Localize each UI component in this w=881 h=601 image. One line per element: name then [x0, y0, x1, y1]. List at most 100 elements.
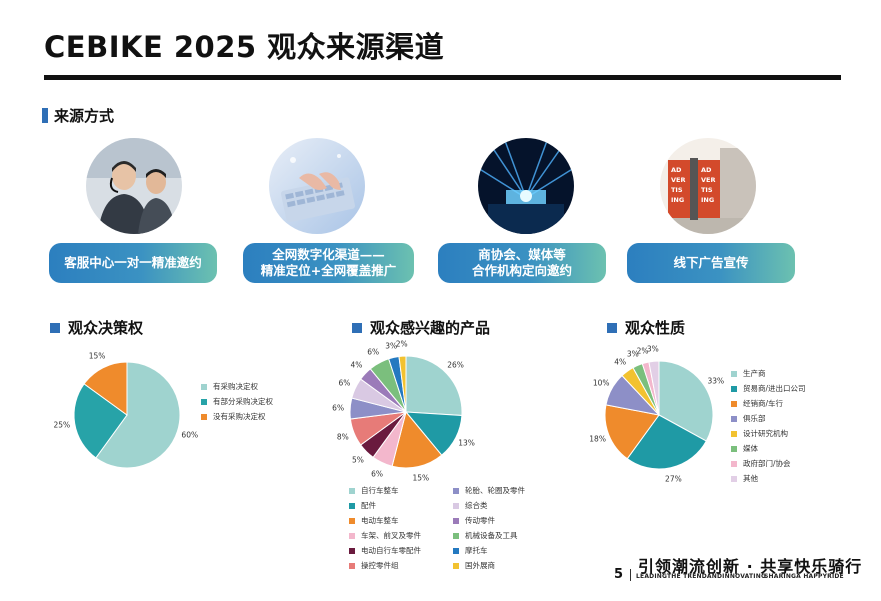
legend-swatch	[731, 460, 737, 467]
heading-marker	[352, 322, 362, 333]
legend-swatch	[453, 487, 459, 494]
legend-item: 传动零件	[453, 513, 549, 528]
legend-item: 轮胎、轮圈及零件	[453, 483, 549, 498]
outdoor-billboard-photo: AD VER TIS ING AD VER TIS ING	[660, 138, 756, 234]
chart-title: 观众感兴趣的产品	[370, 319, 491, 337]
legend-label: 媒体	[743, 444, 758, 453]
pie-slice-label: 27%	[665, 474, 682, 484]
legend-swatch	[731, 370, 737, 377]
chart-title: 观众性质	[625, 319, 686, 337]
legend-item: 操控零件组	[349, 558, 445, 573]
legend-label: 配件	[361, 501, 376, 510]
legend-item: 电动车整车	[349, 513, 445, 528]
footer-sub-left: LEADINGTHE TRENDANDINNOVATING	[636, 573, 767, 580]
pie-slice	[391, 410, 443, 469]
pie-slice	[73, 383, 128, 459]
legend-item: 媒体	[731, 441, 806, 456]
pie-slice-label: 6%	[338, 378, 351, 388]
legend-swatch	[201, 413, 207, 420]
channel-pill-digital: 全网数字化渠道—— 精准定位+全网覆盖推广	[243, 243, 414, 283]
legend-label: 电动自行车零配件	[361, 546, 421, 555]
legend-label: 操控零件组	[361, 561, 399, 570]
legend-label: 设计研究机构	[743, 429, 788, 438]
footer-divider	[630, 569, 631, 581]
legend-swatch	[349, 517, 355, 524]
legend-label: 其他	[743, 474, 758, 483]
legend-label: 生产商	[743, 369, 766, 378]
legend-label: 有部分采购决定权	[213, 397, 273, 406]
pie-slice	[641, 361, 660, 416]
pie-slice	[626, 414, 708, 470]
legend-swatch	[201, 398, 207, 405]
legend-item: 其他	[731, 471, 806, 486]
legend-swatch	[349, 547, 355, 554]
legend-label: 电动车整车	[361, 516, 399, 525]
footer-sub-right: SHARINGA HAPPYRIDE	[764, 573, 844, 580]
legend-label: 贸易商/进出口公司	[743, 384, 806, 393]
pie-slice-label: 2%	[395, 339, 408, 349]
legend-swatch	[453, 562, 459, 569]
pie-slice	[359, 411, 407, 459]
svg-text:AD: AD	[701, 166, 712, 174]
legend-item: 电动自行车零配件	[349, 543, 445, 558]
legend-swatch	[349, 487, 355, 494]
pie-slice-label: 5%	[351, 455, 364, 465]
legend-item: 摩托车	[453, 543, 549, 558]
legend-swatch	[453, 517, 459, 524]
channel-label-line1: 商协会、媒体等	[478, 247, 566, 262]
pie-slice	[83, 361, 128, 416]
pie-slice-label: 26%	[447, 360, 464, 370]
pie-slice-label: 3%	[626, 349, 639, 359]
pie-slice-label: 2%	[636, 346, 649, 356]
legend-item: 没有采购决定权	[201, 409, 273, 424]
customer-service-photo	[86, 138, 182, 234]
legend-label: 自行车整车	[361, 486, 399, 495]
channel-label: 客服中心一对一精准邀约	[64, 255, 202, 270]
legend-label: 车架、前叉及零件	[361, 531, 421, 540]
legend-swatch	[453, 502, 459, 509]
chart-heading-decision: 观众决策权	[50, 317, 143, 338]
pie-slice-label: 25%	[53, 420, 71, 430]
legend-label: 综合类	[465, 501, 488, 510]
legend-item: 自行车整车	[349, 483, 445, 498]
pie-slice	[405, 355, 463, 417]
legend-swatch	[453, 532, 459, 539]
svg-text:AD: AD	[671, 166, 682, 174]
channel-label: 线下广告宣传	[673, 255, 749, 270]
source-section-title: 来源方式	[54, 107, 115, 125]
legend-label: 机械设备及工具	[465, 531, 518, 540]
channel-pill-customer-service: 客服中心一对一精准邀约	[49, 243, 217, 283]
section-marker	[42, 108, 48, 123]
pie-slice-label: 6%	[367, 347, 380, 357]
legend-item: 有采购决定权	[201, 379, 273, 394]
pie-slice	[369, 358, 407, 413]
pie-slice-label: 18%	[589, 434, 606, 444]
legend-label: 俱乐部	[743, 414, 766, 423]
pie-slice	[359, 368, 407, 413]
legend-swatch	[731, 430, 737, 437]
legend-swatch	[453, 547, 459, 554]
legend-swatch	[731, 385, 737, 392]
legend-swatch	[349, 502, 355, 509]
pie-slice-label: 60%	[181, 430, 199, 440]
pie-slice-label: 4%	[614, 357, 627, 367]
pie-slice-label: 15%	[88, 351, 106, 361]
legend-swatch	[731, 415, 737, 422]
pie-slice	[388, 355, 407, 413]
svg-text:ING: ING	[671, 196, 684, 204]
visitor-type-legend: 生产商贸易商/进出口公司 经销商/车行 俱乐部设计研究机构 媒体政府部门/协会 其他	[731, 366, 806, 486]
svg-text:VER: VER	[701, 176, 715, 184]
legend-label: 没有采购决定权	[213, 412, 266, 421]
title-divider	[44, 75, 841, 80]
legend-label: 政府部门/协会	[743, 459, 791, 468]
legend-label: 传动零件	[465, 516, 495, 525]
legend-item: 经销商/车行	[731, 396, 806, 411]
pie-slice	[648, 360, 660, 416]
legend-swatch	[731, 400, 737, 407]
products-legend: 自行车整车 轮胎、轮圈及零件配件 综合类电动车整车 传动零件车架、前叉及零件 机械设备及…	[349, 483, 549, 573]
legend-label: 经销商/车行	[743, 399, 784, 408]
channel-label-line2: 合作机构定向邀约	[471, 263, 572, 278]
pie-slice	[621, 366, 660, 416]
pie-slice	[604, 404, 660, 460]
legend-item: 设计研究机构	[731, 426, 806, 441]
